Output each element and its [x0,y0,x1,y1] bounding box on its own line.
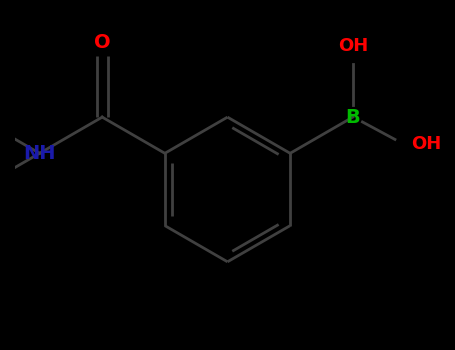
Text: NH: NH [23,144,56,163]
Text: OH: OH [411,135,442,153]
Text: O: O [94,33,111,52]
Text: B: B [345,108,360,127]
Text: OH: OH [338,37,368,55]
